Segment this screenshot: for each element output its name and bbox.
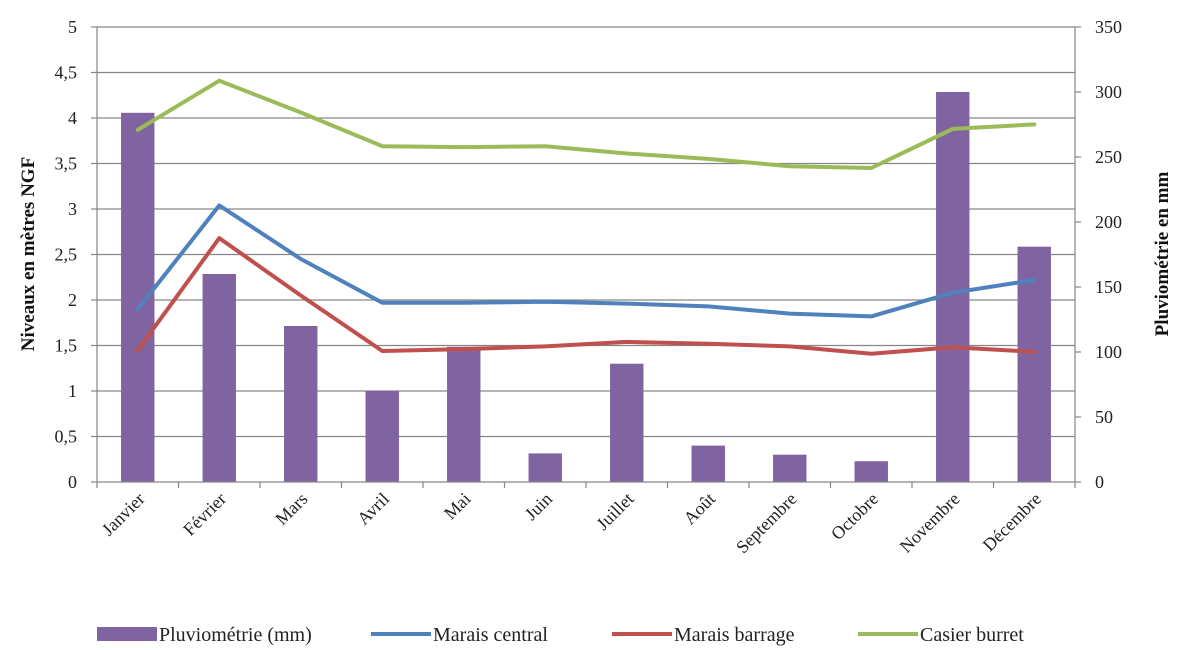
left-tick-label: 4 <box>68 108 77 128</box>
bar-avril <box>365 391 399 482</box>
legend-label-casier-burret: Casier burret <box>920 624 1024 646</box>
x-tick-label-juin: Juin <box>521 489 556 524</box>
right-axis-title: Pluviométrie en mm <box>1152 172 1173 337</box>
left-tick-label: 2,5 <box>55 245 78 265</box>
gridlines <box>97 26 1075 438</box>
bar-juillet <box>610 363 644 482</box>
right-tick-label: 350 <box>1095 17 1122 37</box>
left-tick-label: 4,5 <box>55 63 78 83</box>
right-tick-label: 50 <box>1095 407 1113 427</box>
left-tick-label: 5 <box>68 17 77 37</box>
right-tick-label: 150 <box>1095 277 1122 297</box>
left-tick-label: 1 <box>68 381 77 401</box>
bar-décembre <box>1017 246 1051 482</box>
bar-mai <box>447 346 481 482</box>
right-tick-label: 300 <box>1095 82 1122 102</box>
x-tick-label-août: Août <box>679 489 719 529</box>
x-tick-label-décembre: Décembre <box>979 489 1045 555</box>
legend-label-marais-barrage: Marais barrage <box>674 624 795 646</box>
left-tick-label: 0 <box>68 472 77 492</box>
bar-février <box>202 274 236 482</box>
x-tick-label-janvier: Janvier <box>98 489 149 540</box>
line-series <box>135 78 1037 356</box>
x-tick-label-juillet: Juillet <box>592 489 637 534</box>
bar-août <box>691 445 725 482</box>
x-tick-label-novembre: Novembre <box>896 489 964 557</box>
left-tick-label: 3 <box>68 199 77 219</box>
bar-octobre <box>854 461 888 482</box>
right-tick-label: 0 <box>1095 472 1104 492</box>
x-tick-label-avril: Avril <box>353 489 393 529</box>
left-tick-label: 2 <box>68 290 77 310</box>
left-axis-title: Niveaux en mètres NGF <box>18 157 39 351</box>
left-tick-label: 1,5 <box>55 336 78 356</box>
right-tick-label: 250 <box>1095 147 1122 167</box>
bar-juin <box>528 453 562 482</box>
right-axis-ticks: 0 50 100 150 200 250 300 350 <box>1075 17 1122 492</box>
right-tick-label: 200 <box>1095 212 1122 232</box>
left-axis-ticks: 0 0,5 1 1,5 2 2,5 3 3,5 4 4,5 5 <box>55 17 97 492</box>
legend-swatch-pluviom-trie-mm <box>97 627 157 641</box>
bar-septembre <box>773 454 807 482</box>
x-tick-label-septembre: Septembre <box>732 489 801 558</box>
x-tick-label-février: Février <box>179 489 230 540</box>
left-tick-label: 3,5 <box>55 154 78 174</box>
legend: Pluviométrie (mm) Marais central Marais ba… <box>97 624 1024 646</box>
line-marais-barrage <box>135 236 1037 356</box>
x-tick-label-mars: Mars <box>271 489 311 529</box>
x-tick-label-octobre: Octobre <box>827 489 882 544</box>
left-tick-label: 0,5 <box>55 427 78 447</box>
line-marais-central <box>135 203 1037 319</box>
legend-label-pluviom-trie-mm: Pluviométrie (mm) <box>159 624 312 646</box>
x-axis-ticks: Janvier Février Mars Avril Mai Juin Juillet Aoû… <box>96 482 1076 558</box>
right-tick-label: 100 <box>1095 342 1122 362</box>
bar-mars <box>284 326 318 482</box>
legend-label-marais-central: Marais central <box>433 624 548 646</box>
line-casier-burret <box>135 78 1037 170</box>
x-tick-label-mai: Mai <box>440 489 475 524</box>
bar-novembre <box>936 92 970 482</box>
